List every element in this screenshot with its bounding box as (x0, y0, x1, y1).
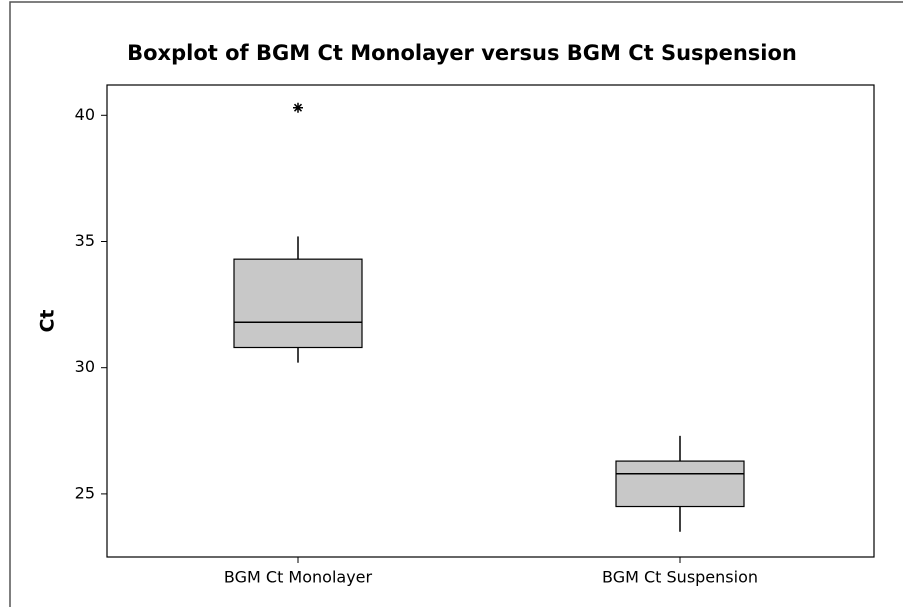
plot-area (106, 84, 875, 558)
y-tick-label: 30 (75, 357, 95, 376)
box (615, 460, 745, 508)
y-tick-label: 35 (75, 231, 95, 250)
box (233, 258, 363, 349)
y-axis-label: Ct (37, 309, 59, 332)
chart-title: Boxplot of BGM Ct Monolayer versus BGM C… (127, 41, 797, 65)
x-tick-label: BGM Ct Suspension (602, 568, 758, 587)
outlier (293, 102, 303, 113)
x-tick-label: BGM Ct Monolayer (224, 568, 373, 587)
y-tick-label: 40 (75, 105, 95, 124)
y-tick-label: 25 (75, 483, 95, 502)
